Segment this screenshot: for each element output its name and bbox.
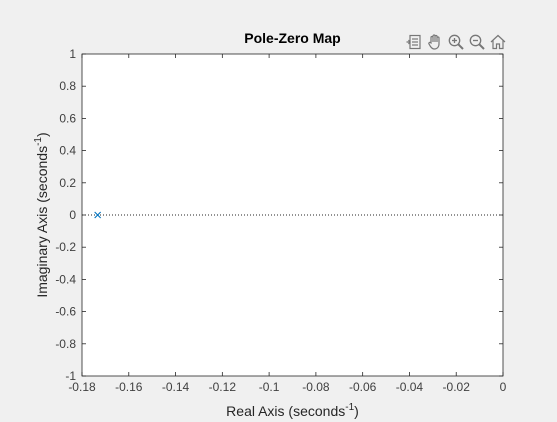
y-tick-label: 0.4 xyxy=(59,144,76,158)
x-tick-label: -0.06 xyxy=(349,380,377,394)
x-tick-label: 0 xyxy=(500,380,507,394)
home-icon xyxy=(490,34,506,50)
pan-hand-icon xyxy=(428,34,440,50)
zoom-out-icon xyxy=(469,34,485,50)
y-tick-label: 0 xyxy=(69,208,76,222)
x-tick-label: -0.1 xyxy=(259,380,280,394)
axis-ticks: -0.18 -0.16 -0.14 -0.12 -0.1 -0.08 -0.06 -0.04 -… xyxy=(55,47,506,394)
x-tick-label: -0.14 xyxy=(162,380,190,394)
zoom-in-icon xyxy=(448,34,464,50)
x-tick-label: -0.18 xyxy=(68,380,96,394)
y-axis-label: Imaginary Axis (seconds-1) xyxy=(33,132,50,297)
pan-button[interactable] xyxy=(425,32,445,52)
export-icon xyxy=(406,34,421,50)
y-tick-label: -1 xyxy=(65,369,76,383)
x-tick-label: -0.12 xyxy=(209,380,237,394)
chart-title: Pole-Zero Map xyxy=(244,30,340,46)
home-button[interactable] xyxy=(488,32,508,52)
x-axis-label: Real Axis (seconds-1) xyxy=(226,402,359,419)
x-tick-label: -0.16 xyxy=(115,380,143,394)
pole-marker xyxy=(94,211,102,219)
y-tick-label: -0.2 xyxy=(55,240,76,254)
y-tick-label: -0.4 xyxy=(55,272,76,286)
zoom-in-button[interactable] xyxy=(446,32,466,52)
axes-toolbar xyxy=(404,31,508,53)
x-tick-label: -0.08 xyxy=(302,380,330,394)
zoom-out-button[interactable] xyxy=(467,32,487,52)
y-tick-label: 0.2 xyxy=(59,176,76,190)
y-tick-label: 1 xyxy=(69,47,76,61)
x-tick-label: -0.02 xyxy=(443,380,471,394)
y-tick-label: -0.6 xyxy=(55,305,76,319)
pole-markers xyxy=(94,211,102,219)
axes-box xyxy=(81,53,504,377)
export-button[interactable] xyxy=(404,32,424,52)
y-tick-label: 0.6 xyxy=(59,111,76,125)
y-tick-label: -0.8 xyxy=(55,337,76,351)
x-tick-label: -0.04 xyxy=(396,380,424,394)
y-tick-label: 0.8 xyxy=(59,79,76,93)
